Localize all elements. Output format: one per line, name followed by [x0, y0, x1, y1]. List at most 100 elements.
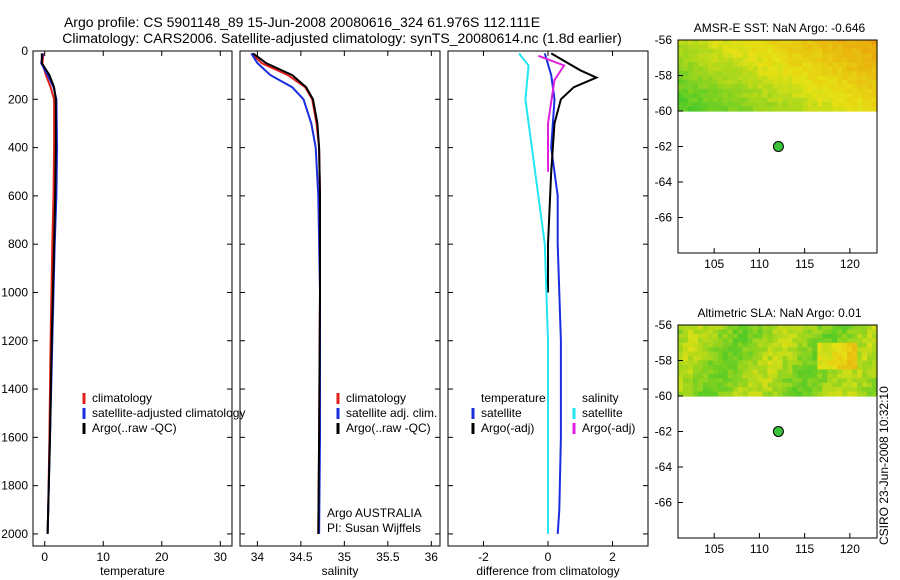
heatmap-cell	[762, 333, 769, 339]
heatmap-cell	[772, 351, 779, 357]
heatmap-cell	[717, 93, 724, 99]
panel-frame	[239, 50, 441, 547]
heatmap-cell	[742, 369, 749, 375]
heatmap-cell	[707, 93, 714, 99]
heatmap-cell	[702, 387, 709, 393]
heatmap-cell	[782, 391, 789, 397]
heatmap-cell	[712, 102, 719, 108]
heatmap-cell	[707, 373, 714, 379]
heatmap-cell	[777, 391, 784, 397]
heatmap-cell	[857, 382, 863, 388]
heatmap-cell	[762, 75, 769, 81]
heatmap-cell	[802, 369, 808, 375]
heatmap-cell	[767, 40, 774, 46]
heatmap-cell	[787, 342, 794, 348]
heatmap-cell	[752, 57, 759, 63]
heatmap-cell	[832, 342, 838, 348]
heatmap-cell	[722, 66, 729, 72]
heatmap-cell	[802, 40, 808, 46]
heatmap-cell	[837, 356, 843, 362]
heatmap-cell	[687, 391, 694, 397]
x-tick-label: 2	[609, 550, 616, 564]
heatmap-cell	[767, 88, 774, 94]
heatmap-cell	[678, 93, 684, 99]
heatmap-cell	[682, 351, 689, 357]
heatmap-cell	[702, 40, 709, 46]
heatmap-cell	[678, 391, 684, 397]
heatmap-cell	[837, 106, 843, 112]
y-tick-label: -66	[655, 496, 673, 510]
heatmap-cell	[697, 57, 704, 63]
heatmap-cell	[857, 71, 863, 77]
heatmap-cell	[792, 373, 798, 379]
heatmap-cell	[857, 102, 863, 108]
heatmap-cell	[757, 75, 764, 81]
heatmap-cell	[812, 44, 818, 50]
heatmap-cell	[732, 342, 739, 348]
heatmap-cell	[678, 387, 684, 393]
heatmap-cell	[772, 93, 779, 99]
heatmap-cell	[782, 79, 789, 85]
heatmap-cell	[717, 57, 724, 63]
heatmap-cell	[682, 364, 689, 370]
heatmap-cell	[792, 351, 798, 357]
heatmap-cell	[837, 97, 843, 103]
heatmap-cell	[682, 88, 689, 94]
heatmap-cell	[757, 369, 764, 375]
heatmap-cell	[847, 62, 853, 68]
heatmap-cell	[742, 79, 749, 85]
heatmap-cell	[717, 338, 724, 344]
heatmap-cell	[832, 66, 838, 72]
heatmap-cell	[867, 44, 873, 50]
heatmap-cell	[772, 369, 779, 375]
heatmap-cell	[832, 347, 838, 353]
heatmap-cell	[832, 75, 838, 81]
heatmap-cell	[832, 369, 838, 375]
heatmap-cell	[737, 97, 744, 103]
heatmap-cell	[712, 364, 719, 370]
annotation-line-1: Argo AUSTRALIA	[327, 506, 422, 520]
heatmap-cell	[702, 75, 709, 81]
y-tick-label: -60	[655, 104, 673, 118]
heatmap-cell	[797, 378, 803, 384]
x-tick-label: 35.5	[376, 550, 400, 564]
heatmap-cell	[757, 347, 764, 353]
heatmap-cell	[717, 53, 724, 59]
heatmap-cell	[827, 364, 833, 370]
heatmap-cell	[737, 75, 744, 81]
heatmap-cell	[772, 356, 779, 362]
heatmap-cell	[867, 329, 873, 335]
heatmap-cell	[737, 356, 744, 362]
heatmap-cell	[692, 97, 699, 103]
heatmap-cell	[767, 369, 774, 375]
heatmap-cell	[832, 40, 838, 46]
heatmap-cell	[772, 44, 779, 50]
heatmap-cell	[687, 88, 694, 94]
heatmap-cell	[842, 329, 848, 335]
heatmap-cell	[792, 360, 798, 366]
heatmap-cell	[757, 360, 764, 366]
heatmap-cell	[687, 333, 694, 339]
heatmap-cell	[742, 342, 749, 348]
heatmap-cell	[802, 347, 808, 353]
heatmap-cell	[697, 88, 704, 94]
heatmap-cell	[737, 102, 744, 108]
heatmap-cell	[747, 48, 754, 54]
heatmap-cell	[792, 62, 798, 68]
heatmap-cell	[857, 378, 863, 384]
heatmap-cell	[802, 102, 808, 108]
heatmap-cell	[872, 79, 878, 85]
heatmap-cell	[757, 387, 764, 393]
heatmap-cell	[678, 356, 684, 362]
x-tick-label: 110	[750, 257, 769, 271]
heatmap-cell	[732, 338, 739, 344]
heatmap-cell	[697, 93, 704, 99]
heatmap-cell	[777, 97, 784, 103]
heatmap-cell	[872, 71, 878, 77]
heatmap-cell	[707, 79, 714, 85]
heatmap-cell	[852, 97, 858, 103]
heatmap-cell	[767, 44, 774, 50]
heatmap-cell	[737, 57, 744, 63]
heatmap-cell	[678, 71, 684, 77]
heatmap-cell	[862, 369, 868, 375]
